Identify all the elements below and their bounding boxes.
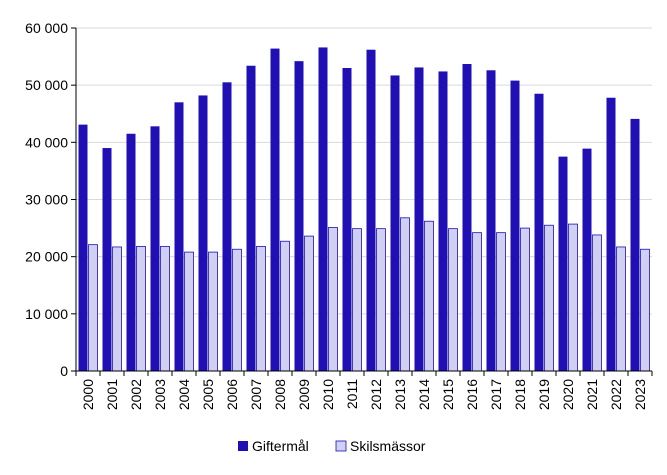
x-tick-label: 2019 — [536, 379, 552, 410]
bar-skilsmassor-2000 — [88, 244, 98, 372]
bar-giftermal-2009 — [294, 61, 304, 371]
bar-giftermal-2020 — [558, 156, 568, 371]
bar-giftermal-2010 — [318, 47, 328, 371]
bar-skilsmassor-2018 — [520, 227, 530, 372]
y-tick-label: 10 000 — [25, 306, 68, 322]
bar-skilsmassor-2011 — [352, 228, 362, 372]
legend: Giftermål Skilsmässor — [238, 438, 426, 454]
x-tick-label: 2005 — [200, 379, 216, 410]
x-tick-label: 2022 — [608, 379, 624, 410]
legend-swatch-skilsmassor — [335, 440, 347, 452]
bar-giftermal-2004 — [174, 102, 184, 372]
x-tick-label: 2008 — [272, 379, 288, 410]
bar-skilsmassor-2020 — [568, 223, 578, 372]
legend-label-skilsmassor: Skilsmässor — [350, 438, 426, 454]
x-tick-label: 2000 — [80, 379, 96, 410]
bar-skilsmassor-2021 — [592, 234, 602, 372]
x-tick-label: 2017 — [488, 379, 504, 410]
bar-giftermal-2001 — [102, 148, 112, 371]
bar-skilsmassor-2022 — [616, 246, 626, 372]
x-tick-label: 2010 — [320, 379, 336, 410]
bar-skilsmassor-2016 — [472, 232, 482, 372]
bar-skilsmassor-2003 — [160, 245, 170, 372]
x-tick-label: 2021 — [584, 379, 600, 410]
bar-skilsmassor-2001 — [112, 246, 122, 372]
axes — [75, 28, 652, 372]
grid-lines — [76, 27, 652, 315]
bar-giftermal-2022 — [606, 97, 616, 371]
bar-skilsmassor-2012 — [376, 228, 386, 372]
bar-giftermal-2007 — [246, 65, 256, 371]
bar-skilsmassor-2004 — [184, 251, 194, 372]
legend-label-giftermal: Giftermål — [252, 438, 309, 454]
bar-skilsmassor-2014 — [424, 220, 434, 372]
bar-giftermal-2023 — [630, 118, 640, 372]
y-tick-label: 20 000 — [25, 249, 68, 265]
bar-skilsmassor-2008 — [280, 240, 290, 372]
y-tick-label: 60 000 — [25, 20, 68, 36]
bar-giftermal-2006 — [222, 82, 232, 371]
x-tick-label: 2007 — [248, 379, 264, 410]
bar-giftermal-2002 — [126, 133, 136, 371]
bar-skilsmassor-2015 — [448, 228, 458, 372]
bar-giftermal-2018 — [510, 80, 520, 372]
x-tick-label: 2006 — [224, 379, 240, 410]
bar-skilsmassor-2005 — [208, 251, 218, 372]
x-tick-label: 2014 — [416, 379, 432, 410]
bar-giftermal-2013 — [390, 75, 400, 371]
x-tick-label: 2011 — [344, 379, 360, 409]
y-tick-label: 30 000 — [25, 192, 68, 208]
x-tick-label: 2020 — [560, 379, 576, 410]
x-axis-ticks: 2000 2001 2002 2003 2004 2005 2006 2007 2008 2009… — [75, 371, 653, 410]
y-tick-label: 0 — [60, 363, 68, 379]
x-tick-label: 2012 — [368, 379, 384, 410]
x-tick-label: 2015 — [440, 379, 456, 410]
bar-giftermal-2017 — [486, 70, 496, 371]
bar-skilsmassor-2006 — [232, 248, 242, 372]
bar-skilsmassor-2007 — [256, 245, 266, 372]
x-tick-label: 2001 — [104, 379, 120, 410]
bar-skilsmassor-2023 — [640, 248, 650, 372]
bars — [78, 47, 650, 372]
bar-giftermal-2014 — [414, 67, 424, 371]
x-tick-label: 2004 — [176, 379, 192, 410]
bar-skilsmassor-2017 — [496, 232, 506, 372]
bar-giftermal-2005 — [198, 95, 208, 371]
x-tick-label: 2013 — [392, 379, 408, 410]
bar-skilsmassor-2009 — [304, 235, 314, 372]
bar-skilsmassor-2010 — [328, 227, 338, 372]
legend-swatch-giftermal — [238, 441, 248, 451]
y-axis-ticks: 0 10 000 20 000 30 000 40 000 50 000 60 000 — [25, 20, 76, 379]
x-tick-label: 2002 — [128, 379, 144, 410]
x-tick-label: 2018 — [512, 379, 528, 410]
bar-giftermal-2019 — [534, 93, 544, 371]
x-tick-label: 2023 — [632, 379, 648, 410]
bar-giftermal-2000 — [78, 124, 88, 371]
bar-skilsmassor-2002 — [136, 245, 146, 372]
y-tick-label: 50 000 — [25, 77, 68, 93]
bar-skilsmassor-2013 — [400, 217, 410, 372]
bar-giftermal-2011 — [342, 68, 352, 372]
x-tick-label: 2009 — [296, 379, 312, 410]
bar-giftermal-2015 — [438, 71, 448, 372]
x-tick-label: 2003 — [152, 379, 168, 410]
bar-giftermal-2016 — [462, 64, 472, 371]
x-tick-label: 2016 — [464, 379, 480, 410]
bar-giftermal-2003 — [150, 126, 160, 372]
bar-giftermal-2021 — [582, 148, 592, 371]
y-tick-label: 40 000 — [25, 134, 68, 150]
bar-giftermal-2012 — [366, 49, 376, 372]
bar-skilsmassor-2019 — [544, 224, 554, 372]
bar-giftermal-2008 — [270, 48, 280, 371]
